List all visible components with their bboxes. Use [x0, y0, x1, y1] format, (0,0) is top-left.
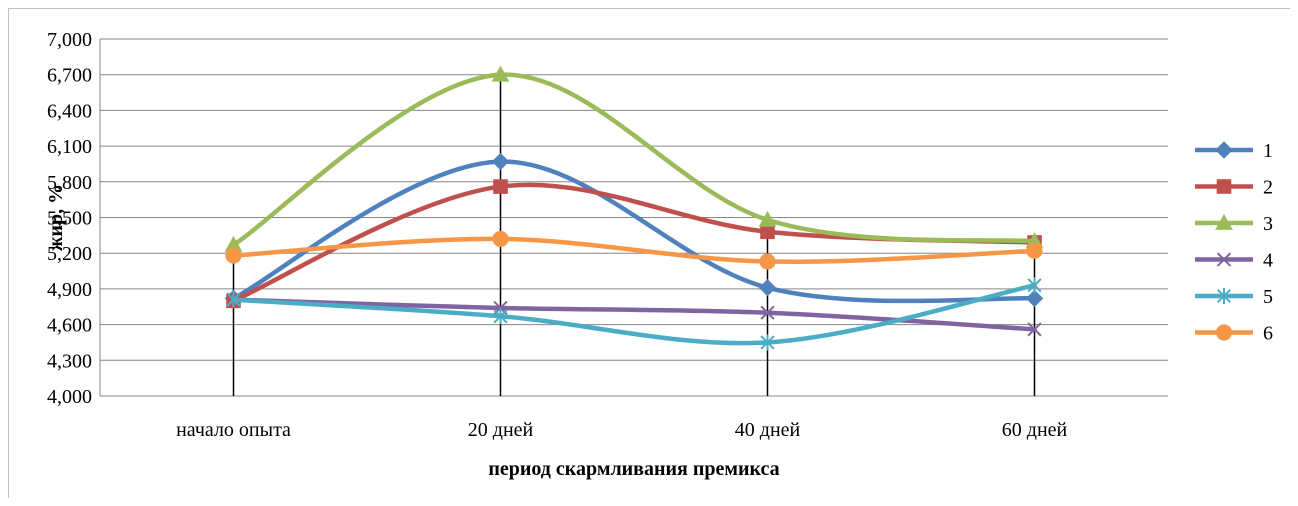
y-tick-label: 6,700: [47, 65, 92, 87]
data-point: [494, 180, 508, 194]
x-tick-label: 60 дней: [1002, 419, 1068, 441]
legend-item: 5: [1195, 286, 1273, 308]
x-tick-label: начало опыта: [176, 419, 291, 441]
y-tick-label: 6,400: [47, 100, 92, 122]
series-5: [227, 277, 1041, 350]
legend-item: 6: [1195, 323, 1273, 345]
legend-marker: [1216, 142, 1232, 158]
data-point: [493, 154, 509, 170]
legend: 1 2 3 4 5 6: [1195, 140, 1273, 345]
legend-item: 4: [1195, 250, 1273, 272]
legend-label: 4: [1263, 250, 1273, 272]
series-line: [234, 162, 1035, 301]
legend-label: 3: [1263, 213, 1273, 235]
y-tick-label: 6,100: [47, 136, 92, 158]
tick-labels: 4,0004,3004,6004,9005,2005,5005,8006,100…: [47, 29, 1068, 441]
data-point: [493, 231, 508, 246]
data-point: [760, 280, 776, 296]
legend-label: 2: [1263, 177, 1273, 199]
legend-item: 3: [1195, 213, 1273, 235]
x-axis-title: период скармливания премикса: [488, 458, 779, 480]
x-tick-label: 20 дней: [468, 419, 534, 441]
data-point: [761, 225, 775, 239]
x-tick-label: 40 дней: [735, 419, 801, 441]
data-point: [226, 248, 241, 263]
y-tick-label: 4,300: [47, 350, 92, 372]
y-tick-label: 4,000: [47, 386, 92, 408]
legend-item: 2: [1195, 177, 1273, 199]
y-tick-label: 4,600: [47, 315, 92, 337]
legend-marker: [1216, 325, 1231, 340]
series-line: [234, 285, 1035, 343]
drop-lines: [234, 75, 1035, 396]
y-tick-label: 7,000: [47, 29, 92, 51]
data-point: [760, 254, 775, 269]
series-6: [226, 231, 1042, 269]
legend-item: 1: [1195, 140, 1273, 162]
series-layer: [226, 67, 1043, 351]
series-line: [234, 185, 1035, 301]
legend-marker: [1217, 180, 1231, 194]
series-1: [226, 154, 1043, 307]
y-tick-label: 4,900: [47, 279, 92, 301]
data-point: [1027, 243, 1042, 258]
legend-label: 5: [1263, 286, 1273, 308]
y-axis-title: жир, %: [45, 184, 67, 251]
series-line: [234, 239, 1035, 262]
legend-label: 1: [1263, 140, 1273, 162]
legend-label: 6: [1263, 323, 1273, 345]
